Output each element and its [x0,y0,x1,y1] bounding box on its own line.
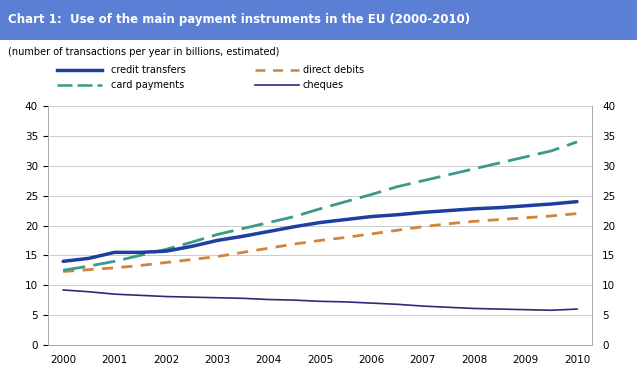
Text: (number of transactions per year in billions, estimated): (number of transactions per year in bill… [8,47,280,57]
Text: cheques: cheques [303,80,344,90]
Text: credit transfers: credit transfers [111,65,186,75]
Text: direct debits: direct debits [303,65,364,75]
Text: card payments: card payments [111,80,185,90]
Text: Chart 1:  Use of the main payment instruments in the EU (2000-2010): Chart 1: Use of the main payment instrum… [8,13,469,27]
